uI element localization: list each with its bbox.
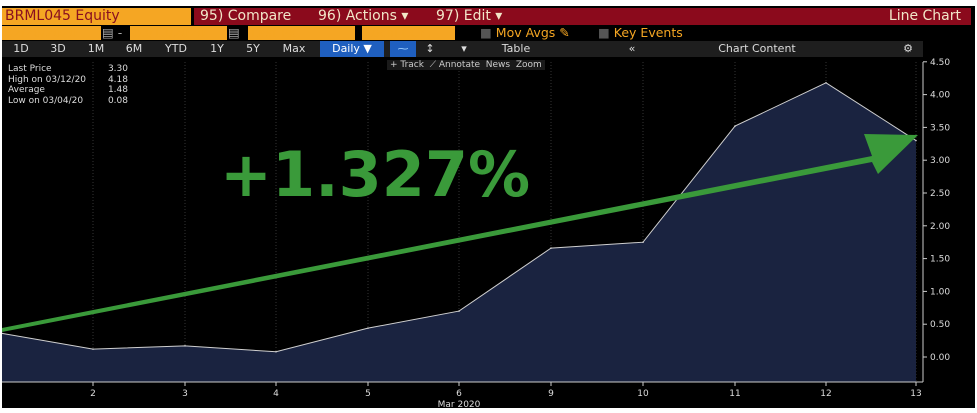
y-tick-label: 4.00 (930, 91, 950, 101)
zoom-tool[interactable]: Zoom (515, 60, 542, 70)
annotate-tool[interactable]: ⟋ Annotate (429, 60, 481, 70)
x-tick-label: 3 (182, 389, 188, 399)
mov-avgs-checkbox[interactable]: ■ Mov Avgs ✎ (480, 25, 570, 40)
y-tick-label: 1.00 (930, 287, 950, 297)
collapse-button[interactable]: « (628, 42, 636, 55)
ticker-field[interactable]: BRML045 Equity (2, 8, 191, 25)
data-point (2, 332, 3, 335)
y-tick-label: 2.00 (930, 222, 950, 232)
table-button[interactable]: Table (501, 42, 531, 55)
chart-tools: + Track ⟋ Annotate News Zoom (387, 60, 545, 70)
data-point (184, 345, 186, 347)
x-tick-label: 6 (456, 389, 462, 399)
edit-menu[interactable]: 97) Edit ▾ (430, 8, 971, 25)
dropdown-icon[interactable]: ▾ (461, 42, 467, 55)
gear-icon[interactable]: ⚙ (903, 42, 913, 55)
price-field-select[interactable]: Last Px (248, 26, 355, 40)
mov-avgs-label: Mov Avgs (495, 25, 556, 40)
chart-legend: Last Price 3.30 High on 03/12/20 4.18 Aver… (8, 64, 128, 106)
calendar-icon[interactable]: ▤ (228, 25, 240, 40)
period-max[interactable]: Max (282, 42, 306, 55)
trend-arrow (2, 134, 918, 332)
data-point (275, 350, 277, 353)
area-fill (2, 82, 916, 383)
data-point (734, 125, 736, 127)
legend-high: High on 03/12/20 4.18 (8, 74, 128, 85)
bloomberg-chart-window: BRML045 Equity 95) Compare 96) Actions ▾… (2, 6, 975, 408)
data-point (550, 247, 552, 249)
data-point (92, 348, 94, 350)
currency-select[interactable]: Local CCY (362, 26, 455, 40)
bar-chart-icon[interactable]: ↕ (425, 42, 435, 55)
y-tick-label: 3.00 (930, 156, 950, 166)
y-tick-label: 2.50 (930, 189, 950, 199)
compare-button[interactable]: 95) Compare (194, 8, 312, 25)
legend-average: Average 1.48 (8, 85, 128, 95)
frequency-select[interactable]: Daily ▼ (320, 41, 384, 57)
key-events-checkbox[interactable]: ■ Key Events (598, 25, 683, 40)
actions-menu[interactable]: 96) Actions ▾ (312, 8, 430, 25)
period-6m[interactable]: 6M (125, 42, 143, 55)
period-5y[interactable]: 5Y (246, 42, 260, 55)
data-point (825, 81, 827, 84)
data-point (367, 327, 369, 329)
x-tick-label: 11 (729, 389, 740, 399)
legend-low: Low on 03/04/20 0.08 (8, 95, 128, 106)
price-chart: 0.00 0.50 1.00 1.50 2.00 2.50 3.00 3.50 4.00 4.50… (2, 58, 950, 408)
x-axis-label: Mar 2020 (438, 400, 481, 408)
x-tick-label: 10 (637, 389, 649, 399)
x-tick-label: 5 (365, 389, 371, 399)
period-3d[interactable]: 3D (50, 42, 66, 55)
y-tick-label: 0.50 (930, 320, 950, 330)
y-tick-label: 4.50 (930, 58, 950, 68)
calendar-icon[interactable]: ▤ - (102, 25, 123, 40)
y-tick-label: 3.50 (930, 123, 950, 133)
x-tick-label: 13 (910, 389, 921, 399)
period-1m[interactable]: 1M (87, 42, 105, 55)
x-tick-label: 4 (273, 389, 279, 399)
y-tick-label: 1.50 (930, 255, 950, 265)
data-point (915, 139, 917, 142)
period-ytd[interactable]: YTD (165, 42, 187, 55)
data-point (642, 241, 644, 243)
toolbar: 1D 3D 1M 6M YTD 1Y 5Y Max Daily ▼ ⁓ ↕ ▾ … (2, 41, 923, 57)
chart-content-button[interactable]: Chart Content (718, 42, 796, 55)
x-tick-label: 12 (820, 389, 831, 399)
period-1d[interactable]: 1D (13, 42, 29, 55)
period-1y[interactable]: 1Y (210, 42, 224, 55)
start-date-field[interactable]: 02/28/2020 (2, 26, 101, 40)
line-chart-icon[interactable]: ⁓ (390, 41, 416, 57)
news-tool[interactable]: News (485, 60, 511, 70)
track-tool[interactable]: + Track (390, 60, 424, 70)
end-date-field[interactable]: 03/13/2020 (130, 26, 227, 40)
y-tick-label: 0.00 (930, 353, 950, 363)
data-point (458, 310, 460, 312)
x-tick-label: 2 (90, 389, 96, 399)
key-events-label: Key Events (613, 25, 683, 40)
chart-type-label: Line Chart (888, 8, 961, 24)
legend-last-price: Last Price 3.30 (8, 64, 128, 74)
percent-change-annotation: +1.327% (220, 138, 530, 211)
x-tick-label: 9 (548, 389, 554, 399)
